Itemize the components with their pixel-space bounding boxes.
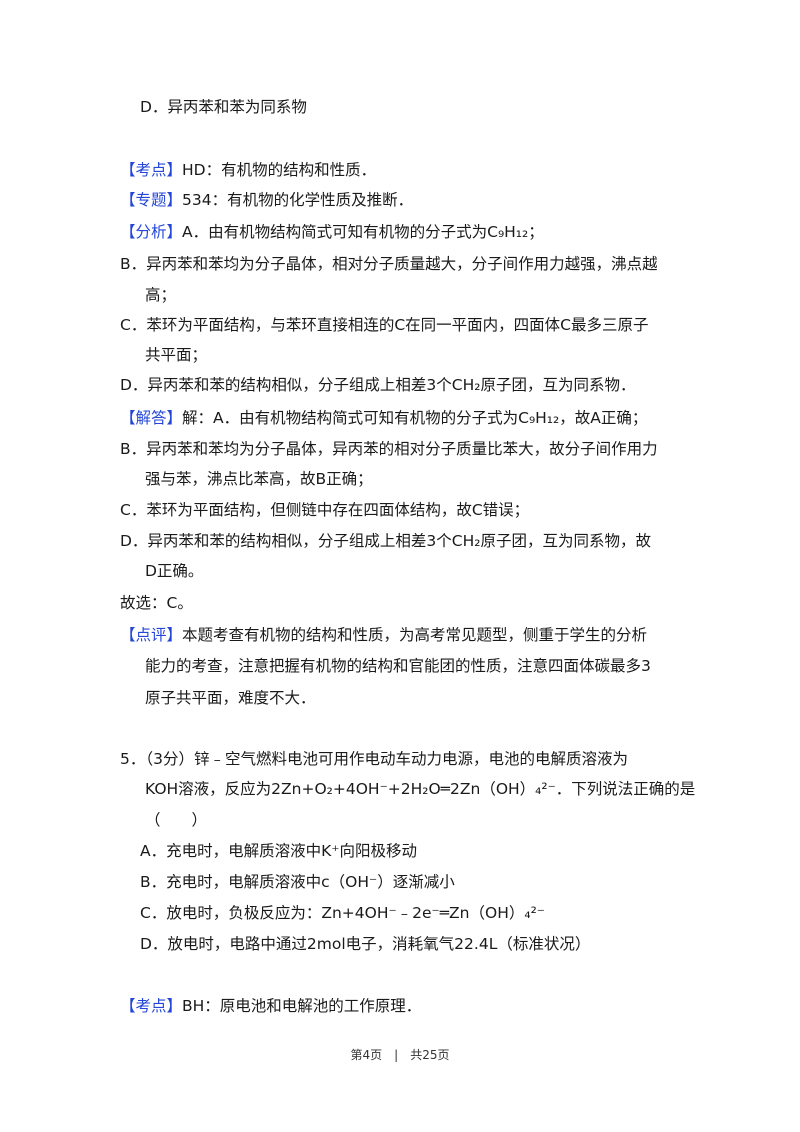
fenxi-b2: 高；: [145, 286, 177, 304]
q5-option-a: A．充电时，电解质溶液中K⁺向阳极移动: [140, 842, 417, 860]
q5-option-d: D．放电时，电路中通过2mol电子，消耗氧气22.4L（标准状况）: [140, 935, 591, 953]
prev-option-d: D．异丙苯和苯为同系物: [140, 98, 307, 116]
fenxi-line: 【分析】A．由有机物结构简式可知有机物的分子式为C₉H₁₂；: [120, 222, 544, 242]
jieda-b1: B．异丙苯和苯均为分子晶体，异丙苯的相对分子质量比苯大，故分子间作用力: [120, 440, 658, 458]
dianping-tag: 【点评】: [120, 626, 183, 644]
q5-option-c: C．放电时，负极反应为：Zn+4OH⁻﹣2e⁻═Zn（OH）₄²⁻: [140, 904, 545, 922]
q5-stem-1: 5．（3分）锌﹣空气燃料电池可用作电动车动力电源，电池的电解质溶液为: [120, 750, 628, 768]
kaodian-text: HD：有机物的结构和性质．: [182, 161, 377, 179]
jieda-c: C．苯环为平面结构，但侧链中存在四面体结构，故C错误；: [120, 501, 530, 519]
jieda-line: 【解答】解：A．由有机物结构简式可知有机物的分子式为C₉H₁₂，故A正确；: [120, 408, 647, 428]
q5-stem-3: （ ）: [145, 811, 208, 829]
jieda-b2: 强与苯，沸点比苯高，故B正确；: [145, 470, 373, 488]
dianping-3: 原子共平面，难度不大．: [145, 689, 316, 707]
fenxi-c2: 共平面；: [145, 346, 208, 364]
fenxi-tag: 【分析】: [120, 223, 183, 241]
fenxi-d: D．异丙苯和苯的结构相似，分子组成上相差3个CH₂原子团，互为同系物．: [120, 376, 636, 394]
fenxi-a: A．由有机物结构简式可知有机物的分子式为C₉H₁₂；: [182, 223, 544, 241]
dianping-1: 本题考查有机物的结构和性质，为高考常见题型，侧重于学生的分析: [182, 626, 648, 644]
zhuanti-line: 【专题】534：有机物的化学性质及推断．: [120, 190, 413, 210]
zhuanti-tag: 【专题】: [120, 191, 183, 209]
jieda-a: 解：A．由有机物结构简式可知有机物的分子式为C₉H₁₂，故A正确；: [182, 409, 648, 427]
zhuanti-text: 534：有机物的化学性质及推断．: [182, 191, 414, 209]
q5-option-b: B．充电时，电解质溶液中c（OH⁻）逐渐减小: [140, 873, 455, 891]
kaodian-tag: 【考点】: [120, 161, 183, 179]
page-footer: 第4页 | 共25页: [350, 1048, 450, 1062]
fenxi-c1: C．苯环为平面结构，与苯环直接相连的C在同一平面内，四面体C最多三原子: [120, 316, 649, 334]
kaodian-line: 【考点】HD：有机物的结构和性质．: [120, 160, 376, 180]
jieda-d2: D正确。: [145, 562, 204, 580]
q5-kaodian-tag: 【考点】: [120, 997, 183, 1015]
jieda-tag: 【解答】: [120, 409, 183, 427]
q5-stem-2: KOH溶液，反应为2Zn+O₂+4OH⁻+2H₂O═2Zn（OH）₄²⁻．下列说…: [145, 780, 696, 798]
q5-kaodian-line: 【考点】BH：原电池和电解池的工作原理．: [120, 996, 421, 1016]
fenxi-b1: B．异丙苯和苯均为分子晶体，相对分子质量越大，分子间作用力越强，沸点越: [120, 255, 658, 273]
jieda-d1: D．异丙苯和苯的结构相似，分子组成上相差3个CH₂原子团，互为同系物，故: [120, 532, 651, 550]
dianping-2: 能力的考查，注意把握有机物的结构和官能团的性质，注意四面体碳最多3: [145, 657, 651, 675]
dianping-line: 【点评】本题考查有机物的结构和性质，为高考常见题型，侧重于学生的分析: [120, 625, 647, 645]
answer: 故选：C。: [120, 594, 193, 612]
q5-kaodian-text: BH：原电池和电解池的工作原理．: [182, 997, 422, 1015]
